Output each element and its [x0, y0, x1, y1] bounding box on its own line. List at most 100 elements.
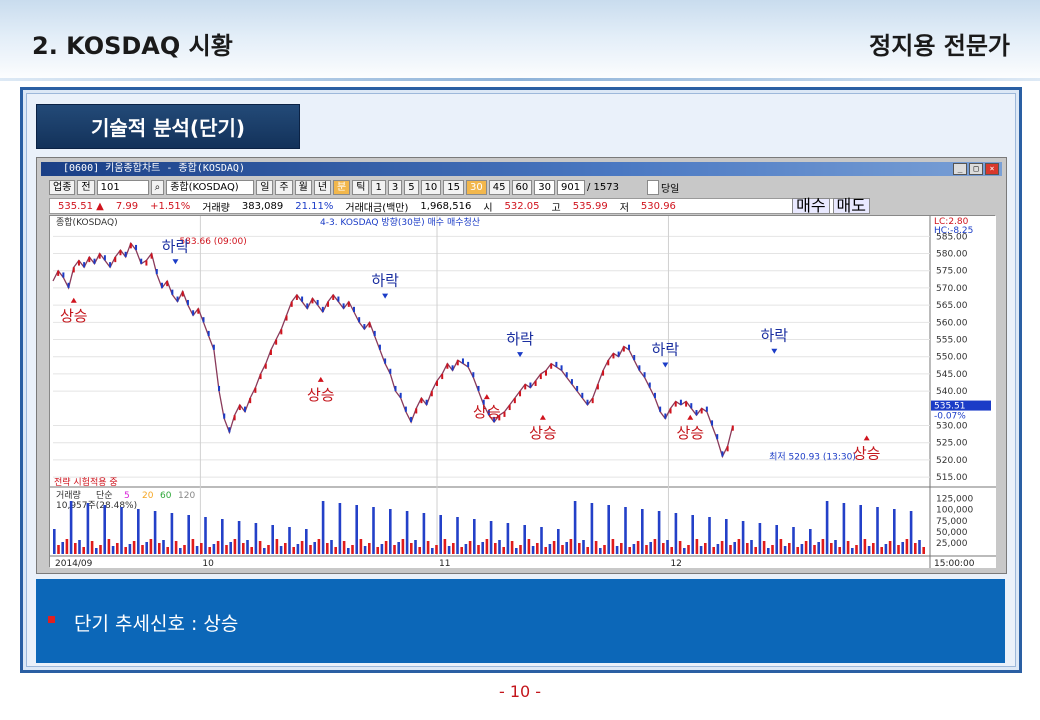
volume-bar — [271, 525, 274, 554]
low-label: 저 — [619, 202, 629, 214]
interval-60[interactable]: 60 — [511, 179, 533, 195]
volume-bar — [468, 541, 472, 554]
volume-bar — [762, 541, 766, 554]
sell-arrow-icon — [172, 259, 179, 265]
minimize-button[interactable]: _ — [953, 163, 967, 175]
period-week[interactable]: 주 — [275, 179, 293, 195]
category-select[interactable]: 업종 — [49, 179, 76, 195]
volume-bar — [363, 546, 367, 554]
high-label: 고 — [551, 202, 561, 214]
volume-bar — [309, 545, 312, 554]
volume-bar — [57, 545, 60, 554]
volume-bar — [620, 543, 623, 554]
volume-bar — [99, 545, 102, 554]
today-label: 당일 — [660, 183, 680, 195]
count-input[interactable]: 901 — [556, 179, 585, 195]
sell-arrow-icon — [382, 293, 389, 299]
volume-bar — [599, 548, 602, 554]
volume-bar — [153, 511, 157, 554]
volume-bar — [443, 539, 447, 554]
volume-bar — [132, 541, 136, 554]
volume-bar — [603, 545, 606, 554]
signal-label-sell: 하락 — [506, 330, 534, 348]
strategy-note: 전략 시험적용 중 — [54, 476, 118, 488]
chart-svg[interactable]: 585.00 580.00 575.00 570.00 565.00 560.00 555.… — [50, 216, 996, 568]
volume-bar — [292, 547, 295, 554]
price-tick-label: 580.00 — [936, 250, 968, 260]
volume-bar — [300, 541, 304, 554]
volume-bar — [170, 513, 174, 554]
signal-label-sell: 하락 — [371, 272, 399, 290]
window-titlebar: [0600] 키움종합차트 - 종합(KOSDAQ) _ □ × — [41, 162, 1002, 176]
volume-bar — [893, 509, 896, 554]
sell-arrow-icon — [662, 362, 669, 368]
interval-1[interactable]: 1 — [371, 179, 386, 195]
period-month[interactable]: 월 — [294, 179, 312, 195]
period-minute[interactable]: 분 — [333, 179, 351, 195]
volume-bar — [712, 547, 715, 554]
volume-bar — [401, 539, 405, 554]
interval-10[interactable]: 10 — [420, 179, 442, 195]
volume-bar — [615, 546, 619, 554]
quote-change-pct: +1.51% — [150, 200, 191, 212]
code-input[interactable]: 101 — [96, 179, 149, 195]
volume-value: 383,089 — [241, 200, 284, 212]
period-day[interactable]: 일 — [256, 179, 274, 195]
volume-bar — [611, 539, 615, 554]
volume-bar — [834, 540, 837, 554]
interval-45[interactable]: 45 — [488, 179, 510, 195]
sell-button[interactable]: 매도 — [832, 198, 870, 214]
volume-bar — [355, 505, 358, 554]
window-title: [0600] 키움종합차트 - 종합(KOSDAQ) — [63, 163, 245, 174]
volume-bar — [384, 541, 388, 554]
volume-bar — [124, 547, 127, 554]
volume-bar — [53, 529, 56, 554]
chart-area[interactable]: 585.00 580.00 575.00 570.00 565.00 560.00 555.… — [49, 215, 996, 568]
high-value: 535.99 — [572, 200, 608, 212]
interval-3[interactable]: 3 — [387, 179, 403, 195]
volume-bar — [187, 515, 190, 554]
amount-value: 1,968,516 — [420, 200, 472, 212]
period-year[interactable]: 년 — [313, 179, 332, 195]
x-tick-label: 2014/09 — [55, 559, 93, 568]
scope-select[interactable]: 전 — [77, 179, 95, 195]
volume-bar — [447, 546, 451, 554]
volume-bar — [733, 542, 736, 554]
low-annotation: 최저 520.93 (13:30) — [769, 452, 856, 463]
ma-period-label: 60 — [160, 491, 172, 501]
search-icon[interactable]: ⌕ — [150, 179, 165, 195]
high-annotation: 583.66 (09:00) — [179, 237, 246, 247]
volume-bar — [422, 513, 426, 554]
volume-bar — [229, 542, 232, 554]
volume-bar — [666, 540, 669, 554]
volume-bar — [288, 527, 291, 554]
volume-bar — [678, 541, 682, 554]
page-number: - 10 - — [498, 682, 542, 701]
volume-bar — [284, 543, 287, 554]
price-tick-label: 555.00 — [936, 336, 968, 346]
volume-bar — [61, 542, 64, 554]
interval-15[interactable]: 15 — [443, 179, 465, 195]
buy-arrow-icon — [687, 414, 694, 420]
volume-bar — [326, 543, 329, 554]
period-tick[interactable]: 틱 — [352, 179, 370, 195]
volume-bar — [305, 529, 308, 554]
volume-bar — [372, 507, 375, 554]
volume-bar — [330, 540, 333, 554]
name-field[interactable]: 종합(KOSDAQ) — [166, 179, 255, 195]
volume-bar — [725, 519, 728, 554]
interval-select[interactable]: 30 — [534, 179, 555, 195]
today-checkbox[interactable] — [646, 179, 659, 195]
volume-bar — [460, 547, 463, 554]
volume-bar — [489, 521, 493, 554]
interval-30[interactable]: 30 — [466, 179, 487, 195]
chart-window: [0600] 키움종합차트 - 종합(KOSDAQ) _ □ × 업종 전 10… — [36, 157, 1007, 574]
close-button[interactable]: × — [985, 163, 999, 175]
interval-5[interactable]: 5 — [404, 179, 419, 195]
volume-bar — [95, 548, 98, 554]
volume-bar — [65, 539, 69, 554]
buy-arrow-icon — [317, 376, 324, 382]
buy-button[interactable]: 매수 — [792, 198, 830, 214]
maximize-button[interactable]: □ — [969, 163, 983, 175]
